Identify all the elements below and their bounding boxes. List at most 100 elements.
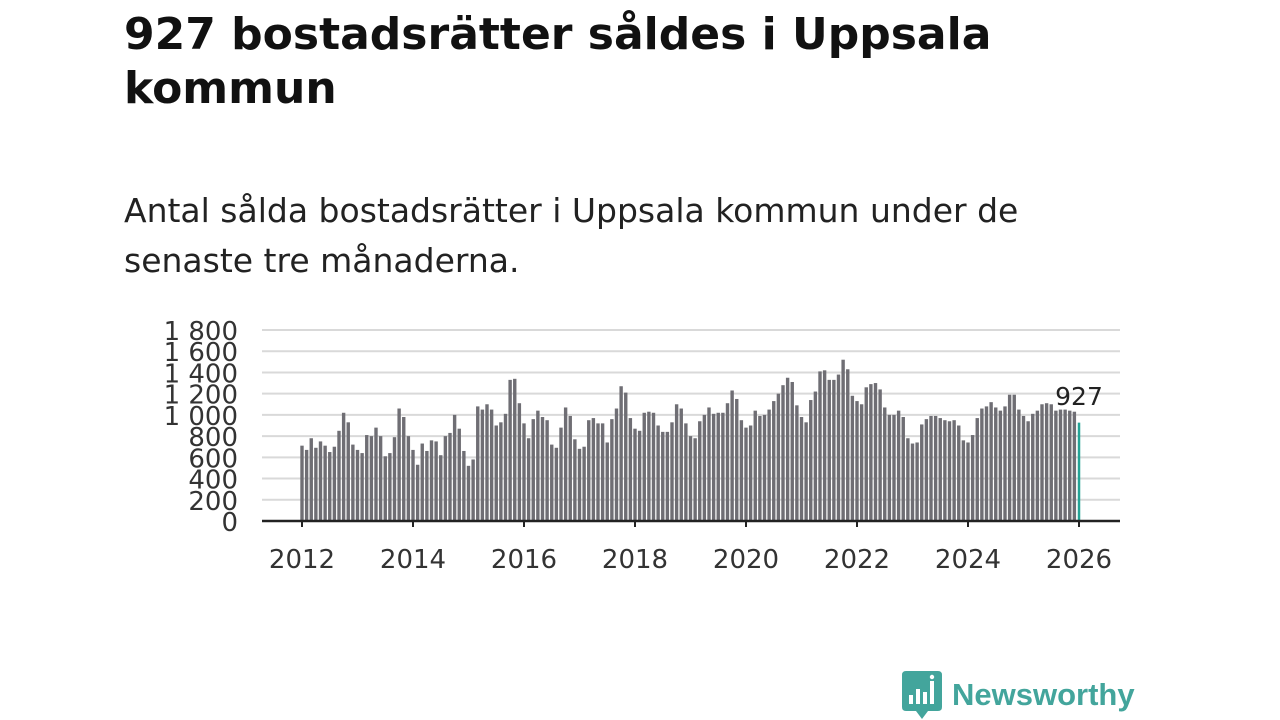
bar [901, 417, 905, 521]
bar [411, 449, 415, 521]
bar [628, 418, 633, 521]
bar [721, 412, 725, 521]
bar [702, 414, 707, 521]
y-tick-label: 200 [188, 487, 238, 517]
bar [730, 390, 734, 521]
bar [517, 403, 522, 521]
bar [772, 401, 776, 521]
bar [989, 402, 993, 521]
bar [406, 436, 411, 521]
bar [906, 438, 910, 521]
bar [536, 410, 540, 521]
highlight-bar [1077, 422, 1081, 521]
bar [647, 411, 651, 521]
bar [822, 370, 827, 521]
y-tick-label: 1 000 [164, 402, 238, 432]
bar [744, 427, 748, 521]
bar [392, 437, 397, 521]
bar [651, 412, 656, 521]
bar [485, 404, 489, 521]
bar [434, 441, 438, 521]
bar [984, 406, 989, 521]
bar [605, 442, 609, 521]
bar [526, 438, 531, 521]
bar [957, 425, 961, 521]
y-tick-label: 1 400 [164, 359, 238, 389]
bar [480, 409, 485, 521]
bar [563, 407, 568, 521]
bar [915, 442, 919, 521]
bar [859, 404, 864, 521]
bar [994, 407, 998, 521]
bar [818, 371, 822, 521]
bar [374, 427, 378, 521]
x-tick-label: 2014 [380, 545, 446, 575]
bar [869, 384, 873, 521]
bar [600, 423, 605, 521]
bar [476, 406, 480, 521]
annotations: 927 [1055, 382, 1103, 411]
x-tick-label: 2020 [713, 545, 779, 575]
bar [531, 419, 535, 521]
bar [952, 420, 956, 521]
bar [452, 414, 457, 521]
bar [1031, 413, 1035, 521]
bar [1035, 410, 1040, 521]
bar [656, 425, 660, 521]
bar [864, 387, 868, 521]
bar [550, 444, 554, 521]
bar [896, 410, 901, 521]
bar [1049, 404, 1053, 521]
bar [841, 359, 845, 521]
bar [300, 445, 304, 521]
bar [943, 420, 947, 521]
bar [360, 453, 364, 521]
bar [693, 438, 697, 521]
bar [698, 421, 702, 521]
bar [587, 420, 591, 521]
bar [1058, 409, 1063, 521]
bar [998, 410, 1003, 521]
y-tick-label: 400 [188, 466, 238, 496]
bar [855, 401, 859, 521]
bar [614, 408, 619, 521]
y-tick-label: 1 200 [164, 381, 238, 411]
bar [887, 414, 892, 521]
bar [665, 431, 670, 521]
bar [933, 415, 938, 521]
x-tick-label: 2018 [602, 545, 668, 575]
bar [813, 391, 818, 521]
bar [883, 407, 887, 521]
bar [448, 432, 452, 521]
bar [785, 377, 790, 521]
bar [429, 440, 434, 521]
bar [1026, 421, 1030, 521]
x-tick-label: 2016 [491, 545, 557, 575]
bar [351, 444, 355, 521]
bar [365, 435, 369, 521]
x-tick-label: 2012 [269, 545, 335, 575]
brand-name: Newsworthy [952, 677, 1135, 712]
bar [975, 418, 979, 521]
bar [707, 407, 711, 521]
bar [804, 422, 808, 521]
newsworthy-logo[interactable]: Newsworthy [902, 670, 1135, 720]
bar [748, 425, 753, 521]
highlight-label: 927 [1055, 382, 1103, 411]
y-tick-label: 800 [188, 423, 238, 453]
chart-title: 927 bostadsrätter såldes i Uppsala kommu… [124, 9, 992, 114]
bar [462, 450, 466, 521]
bar [304, 449, 309, 521]
bar [980, 408, 984, 521]
bar [318, 441, 323, 521]
y-tick-label: 1 800 [164, 317, 238, 347]
bar [739, 420, 744, 521]
bar [637, 430, 642, 521]
bar [711, 413, 716, 521]
bar [846, 369, 850, 521]
bar [559, 427, 563, 521]
bar [850, 395, 855, 521]
bar [1063, 409, 1067, 521]
bar [790, 381, 794, 521]
bar [494, 425, 498, 521]
